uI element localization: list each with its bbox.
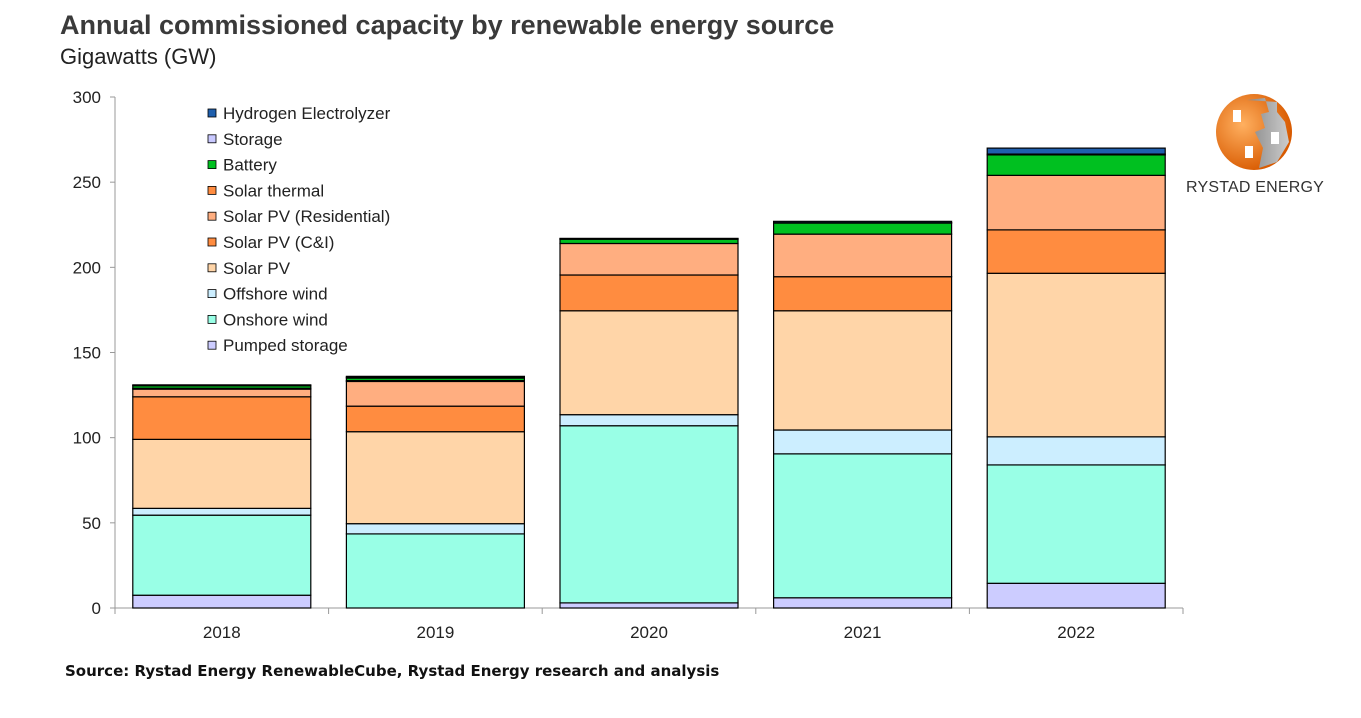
bar-segment-storage (132, 384, 312, 387)
y-tick-label: 0 (92, 599, 101, 618)
bar-segment-offshore-wind (345, 523, 525, 535)
legend-swatch (207, 237, 217, 247)
bar-segment-hydrogen-electrolyzer (559, 237, 739, 240)
bar-segment-solar-pv-residential- (986, 174, 1166, 231)
bar-segment-hydrogen-electrolyzer (772, 220, 953, 224)
legend-swatch (207, 211, 217, 221)
y-tick-label: 200 (73, 258, 101, 277)
bar-segment-solar-pv-c-i- (986, 229, 1166, 274)
legend-label: Solar PV (Residential) (223, 207, 390, 226)
bar-group-2021 (772, 220, 953, 609)
legend-swatch (207, 263, 217, 273)
bar-segment-offshore-wind (132, 507, 312, 516)
y-tick-label: 100 (73, 429, 101, 448)
chart-title: Annual commissioned capacity by renewabl… (60, 10, 835, 40)
bar-segment-solar-pv-c-i- (345, 405, 525, 433)
legend-label: Storage (223, 130, 283, 149)
bar-group-2020 (559, 237, 739, 609)
bar-segment-solar-pv-c-i- (559, 274, 739, 312)
bar-segment-onshore-wind (772, 453, 953, 599)
legend-swatch (207, 314, 217, 324)
legend-swatch (207, 108, 217, 118)
y-tick-label: 250 (73, 173, 101, 192)
y-tick-label: 300 (73, 88, 101, 107)
bar-segment-solar-pv (772, 310, 953, 431)
bar-segment-onshore-wind (559, 425, 739, 604)
legend-swatch (207, 185, 217, 195)
rystad-logo-icon (1216, 94, 1292, 170)
legend-label: Pumped storage (223, 336, 348, 355)
bar-segment-solar-pv-c-i- (772, 276, 953, 312)
bar-segment-battery (986, 154, 1166, 176)
bar-segment-solar-pv-residential- (772, 233, 953, 278)
bar-segment-battery (772, 222, 953, 235)
x-tick-label: 2022 (1057, 623, 1095, 642)
bar-segment-pumped-storage (772, 597, 953, 609)
bar-segment-hydrogen-electrolyzer (986, 147, 1166, 155)
bar-segment-solar-pv (986, 272, 1166, 438)
legend-swatch (207, 134, 217, 144)
y-tick-label: 150 (73, 344, 101, 363)
legend-swatch (207, 340, 217, 350)
x-tick-label: 2018 (203, 623, 241, 642)
bar-segment-solar-pv-c-i- (132, 396, 312, 440)
chart-subtitle: Gigawatts (GW) (60, 44, 217, 69)
bar-segment-onshore-wind (345, 533, 525, 609)
bar-segment-offshore-wind (772, 429, 953, 455)
bar-segment-onshore-wind (132, 514, 312, 596)
legend-swatch (207, 160, 217, 170)
bar-segment-solar-pv-residential- (345, 380, 525, 407)
legend-label: Solar PV (C&I) (223, 233, 334, 252)
bar-segment-pumped-storage (132, 594, 312, 609)
legend-label: Offshore wind (223, 285, 328, 304)
legend-label: Solar PV (223, 259, 291, 278)
x-tick-label: 2019 (416, 623, 454, 642)
x-tick-label: 2020 (630, 623, 668, 642)
source-note: Source: Rystad Energy RenewableCube, Rys… (65, 662, 720, 680)
legend-label: Hydrogen Electrolyzer (223, 104, 391, 123)
legend: Hydrogen Electrolyzer Storage Battery Solar… (207, 104, 391, 355)
legend-label: Battery (223, 156, 277, 175)
x-tick-label: 2021 (844, 623, 882, 642)
bar-segment-solar-pv-residential- (132, 388, 312, 398)
bar-segment-solar-pv (132, 438, 312, 509)
bar-segment-solar-pv (345, 431, 525, 525)
y-tick-label: 50 (82, 514, 101, 533)
bar-segment-hydrogen-electrolyzer (345, 375, 525, 378)
bar-group-2019 (345, 375, 525, 609)
bar-group-2018 (132, 384, 312, 609)
bar-segment-offshore-wind (986, 436, 1166, 466)
bar-group-2022 (986, 147, 1166, 609)
legend-label: Onshore wind (223, 310, 328, 329)
bar-segment-battery (559, 238, 739, 245)
legend-swatch (207, 289, 217, 299)
bar-segment-offshore-wind (559, 414, 739, 427)
bar-segment-pumped-storage (559, 602, 739, 609)
bar-segment-onshore-wind (986, 464, 1166, 584)
bar-segment-solar-pv-residential- (559, 242, 739, 276)
legend-label: Solar thermal (223, 181, 324, 200)
bar-segment-solar-pv (559, 310, 739, 416)
bar-segment-pumped-storage (986, 582, 1166, 609)
logo-text: RYSTAD ENERGY (1186, 179, 1325, 196)
